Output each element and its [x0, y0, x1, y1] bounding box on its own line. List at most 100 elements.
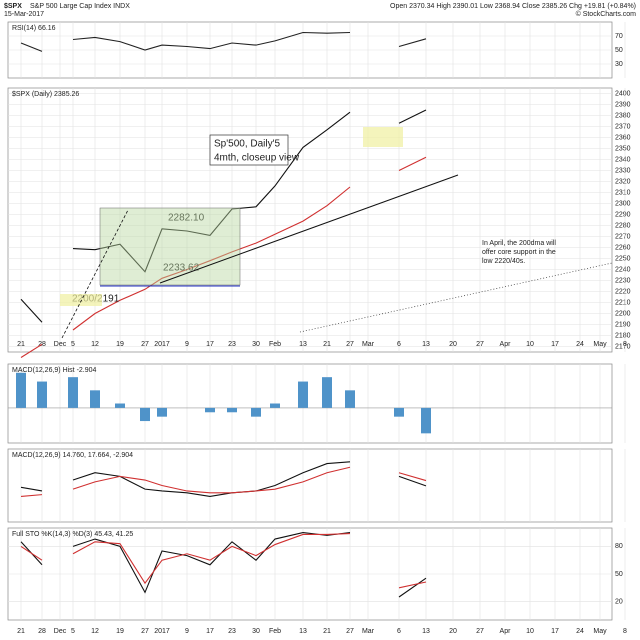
y-tick-label: 2200 [615, 310, 631, 317]
x-tick-label: 28 [38, 628, 46, 635]
x-tick-label: 21 [323, 341, 331, 348]
x-tick-label: 27 [346, 341, 354, 348]
x-tick-label: 20 [449, 341, 457, 348]
x-tick-label: 8 [623, 628, 627, 635]
panel-frame [7, 363, 613, 444]
x-tick-label: 13 [299, 341, 307, 348]
trendline [159, 174, 459, 284]
y-tick-label: 30 [615, 61, 623, 68]
zone [363, 127, 403, 147]
x-tick-label: Apr [500, 341, 512, 348]
y-tick-label: 2310 [615, 189, 631, 196]
x-tick-label: 10 [526, 628, 534, 635]
date: 15-Mar-2017 [4, 11, 44, 18]
x-tick-label: Feb [269, 341, 281, 348]
x-tick-label: 13 [422, 628, 430, 635]
x-tick-label: 23 [228, 628, 236, 635]
x-tick-label: Mar [362, 341, 375, 348]
x-tick-label: May [593, 628, 607, 635]
bar [421, 407, 431, 434]
zone [99, 207, 241, 286]
bar [322, 377, 332, 408]
y-tick-label: 2240 [615, 266, 631, 273]
panel-title: $SPX (Daily) 2385.26 [12, 91, 79, 98]
x-tick-label: Feb [269, 628, 281, 635]
x-tick-label: Mar [362, 628, 375, 635]
x-tick-label: 30 [252, 628, 260, 635]
y-tick-label: 20 [615, 598, 623, 605]
series-line [20, 532, 427, 589]
y-tick-label: 2220 [615, 288, 631, 295]
y-tick-label: 2280 [615, 222, 631, 229]
x-tick-label: 17 [206, 628, 214, 635]
y-tick-label: 70 [615, 33, 623, 40]
panel-title: Full STO %K(14,3) %D(3) 45.43, 41.25 [12, 531, 133, 538]
annotation: 4mth, closeup view [214, 153, 300, 164]
panel-title: MACD(12,26,9) Hist -2.904 [12, 367, 97, 374]
x-tick-label: 5 [71, 341, 75, 348]
y-tick-label: 2210 [615, 299, 631, 306]
bar [345, 390, 355, 408]
x-tick-label: 19 [116, 628, 124, 635]
series-line [20, 31, 427, 52]
index-name: S&P 500 Large Cap Index INDX [30, 3, 130, 10]
trendline [299, 262, 613, 333]
x-tick-label: 9 [185, 341, 189, 348]
x-tick-label: 12 [91, 628, 99, 635]
x-tick-label: Dec [54, 341, 67, 348]
panel-frame [7, 87, 613, 353]
x-tick-label: 13 [299, 628, 307, 635]
y-tick-label: 2270 [615, 233, 631, 240]
x-tick-label: 6 [397, 341, 401, 348]
symbol: $SPX [4, 3, 22, 10]
series-line [20, 466, 427, 497]
y-tick-label: 2230 [615, 277, 631, 284]
y-tick-label: 50 [615, 571, 623, 578]
x-tick-label: 23 [228, 341, 236, 348]
x-tick-label: 30 [252, 341, 260, 348]
panel-title: MACD(12,26,9) 14.760, 17.664, -2.904 [12, 452, 133, 459]
y-tick-label: 50 [615, 47, 623, 54]
bar [270, 403, 280, 408]
y-tick-label: 2190 [615, 321, 631, 328]
y-tick-label: 2380 [615, 112, 631, 119]
y-tick-label: 2360 [615, 134, 631, 141]
bar [68, 377, 78, 408]
x-tick-label: 5 [71, 628, 75, 635]
x-tick-label: 17 [551, 341, 559, 348]
x-tick-label: 28 [38, 341, 46, 348]
y-tick-label: 2400 [615, 90, 631, 97]
bar [16, 372, 26, 408]
x-tick-label: 9 [185, 628, 189, 635]
x-tick-label: 27 [141, 341, 149, 348]
bar [227, 407, 237, 413]
x-tick-label: 21 [17, 341, 25, 348]
bar [394, 407, 404, 417]
bar [37, 381, 47, 408]
x-tick-label: 21 [323, 628, 331, 635]
note-box [209, 134, 289, 166]
y-tick-label: 2300 [615, 200, 631, 207]
x-tick-label: Apr [500, 628, 512, 635]
bar [90, 390, 100, 408]
x-tick-label: 21 [17, 628, 25, 635]
x-tick-label: 24 [576, 341, 584, 348]
x-tick-label: 19 [116, 341, 124, 348]
x-tick-label: 27 [346, 628, 354, 635]
bar [157, 407, 167, 417]
bar [115, 403, 125, 408]
annotation: In April, the 200dma will offer core supp… [482, 240, 556, 265]
x-tick-label: 27 [476, 628, 484, 635]
series-line [20, 156, 427, 358]
x-tick-label: 24 [576, 628, 584, 635]
x-tick-label: 17 [551, 628, 559, 635]
y-tick-label: 80 [615, 543, 623, 550]
panel-title: RSI(14) 66.16 [12, 25, 56, 32]
bar [205, 407, 215, 413]
trendline [61, 209, 129, 339]
x-tick-label: 2017 [154, 628, 170, 635]
y-tick-label: 2170 [615, 343, 631, 350]
series-line [20, 109, 427, 323]
y-tick-label: 2260 [615, 244, 631, 251]
